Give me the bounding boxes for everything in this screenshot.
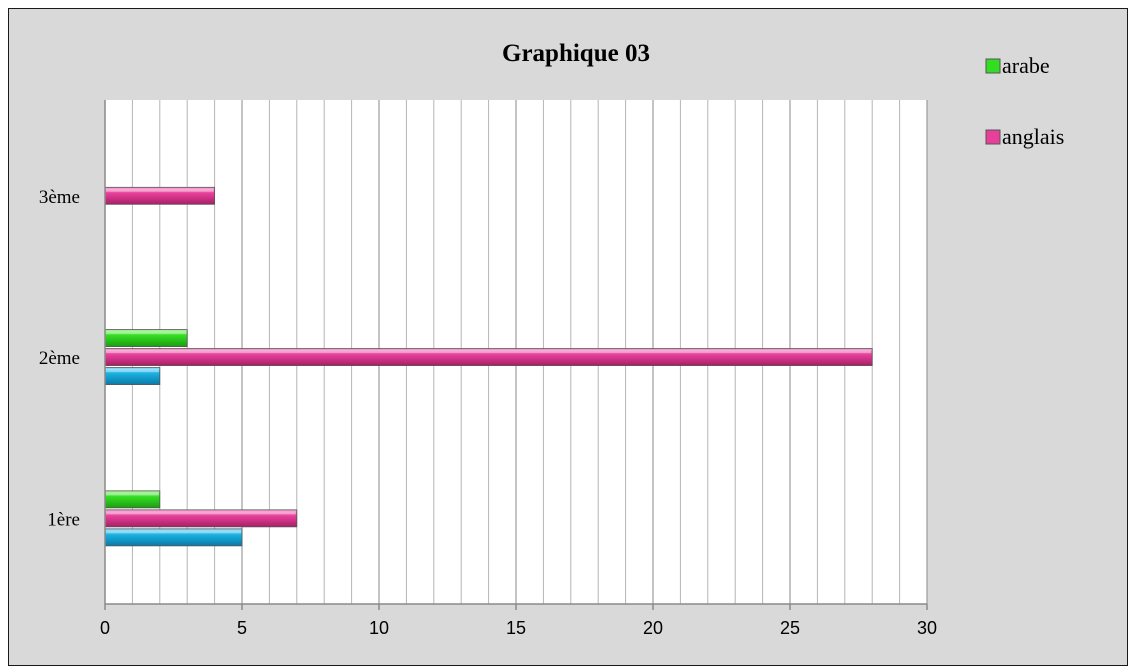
bar [104, 329, 188, 347]
x-tick-label: 5 [237, 618, 247, 638]
legend-swatch [985, 129, 1001, 145]
bar-highlight [106, 492, 159, 496]
legend-label: arabe [1002, 53, 1050, 78]
category-label: 3ème [39, 187, 80, 208]
legend-item: anglais [985, 124, 1064, 149]
x-tick-label: 30 [917, 618, 937, 638]
bar [104, 186, 215, 205]
bar [104, 367, 161, 385]
bar-highlight [106, 511, 296, 515]
bar-highlight [106, 530, 241, 534]
bars [104, 186, 873, 547]
x-tick-label: 20 [643, 618, 663, 638]
bar-highlight [106, 369, 159, 373]
x-tick-labels: 0 5 10 15 20 25 30 [100, 618, 937, 638]
bar-highlight [106, 188, 214, 192]
bar [104, 528, 243, 547]
axis [104, 100, 928, 610]
x-tick-label: 10 [369, 618, 389, 638]
x-tick-label: 0 [100, 618, 110, 638]
bar [104, 348, 873, 366]
bar [104, 490, 161, 509]
legend: arabe anglais [985, 53, 1064, 149]
x-tick-label: 15 [506, 618, 526, 638]
category-label: 1ère [47, 509, 80, 530]
bar-highlight [106, 331, 187, 335]
category-labels: 1ère 2ème 3ème [39, 187, 80, 531]
category-label: 2ème [39, 348, 80, 369]
legend-swatch [985, 58, 1001, 74]
chart-title: Graphique 03 [502, 40, 650, 67]
bar [104, 509, 298, 528]
x-tick-label: 25 [780, 618, 800, 638]
legend-item: arabe [985, 53, 1050, 78]
bar-highlight [106, 350, 872, 354]
legend-label: anglais [1002, 124, 1064, 149]
